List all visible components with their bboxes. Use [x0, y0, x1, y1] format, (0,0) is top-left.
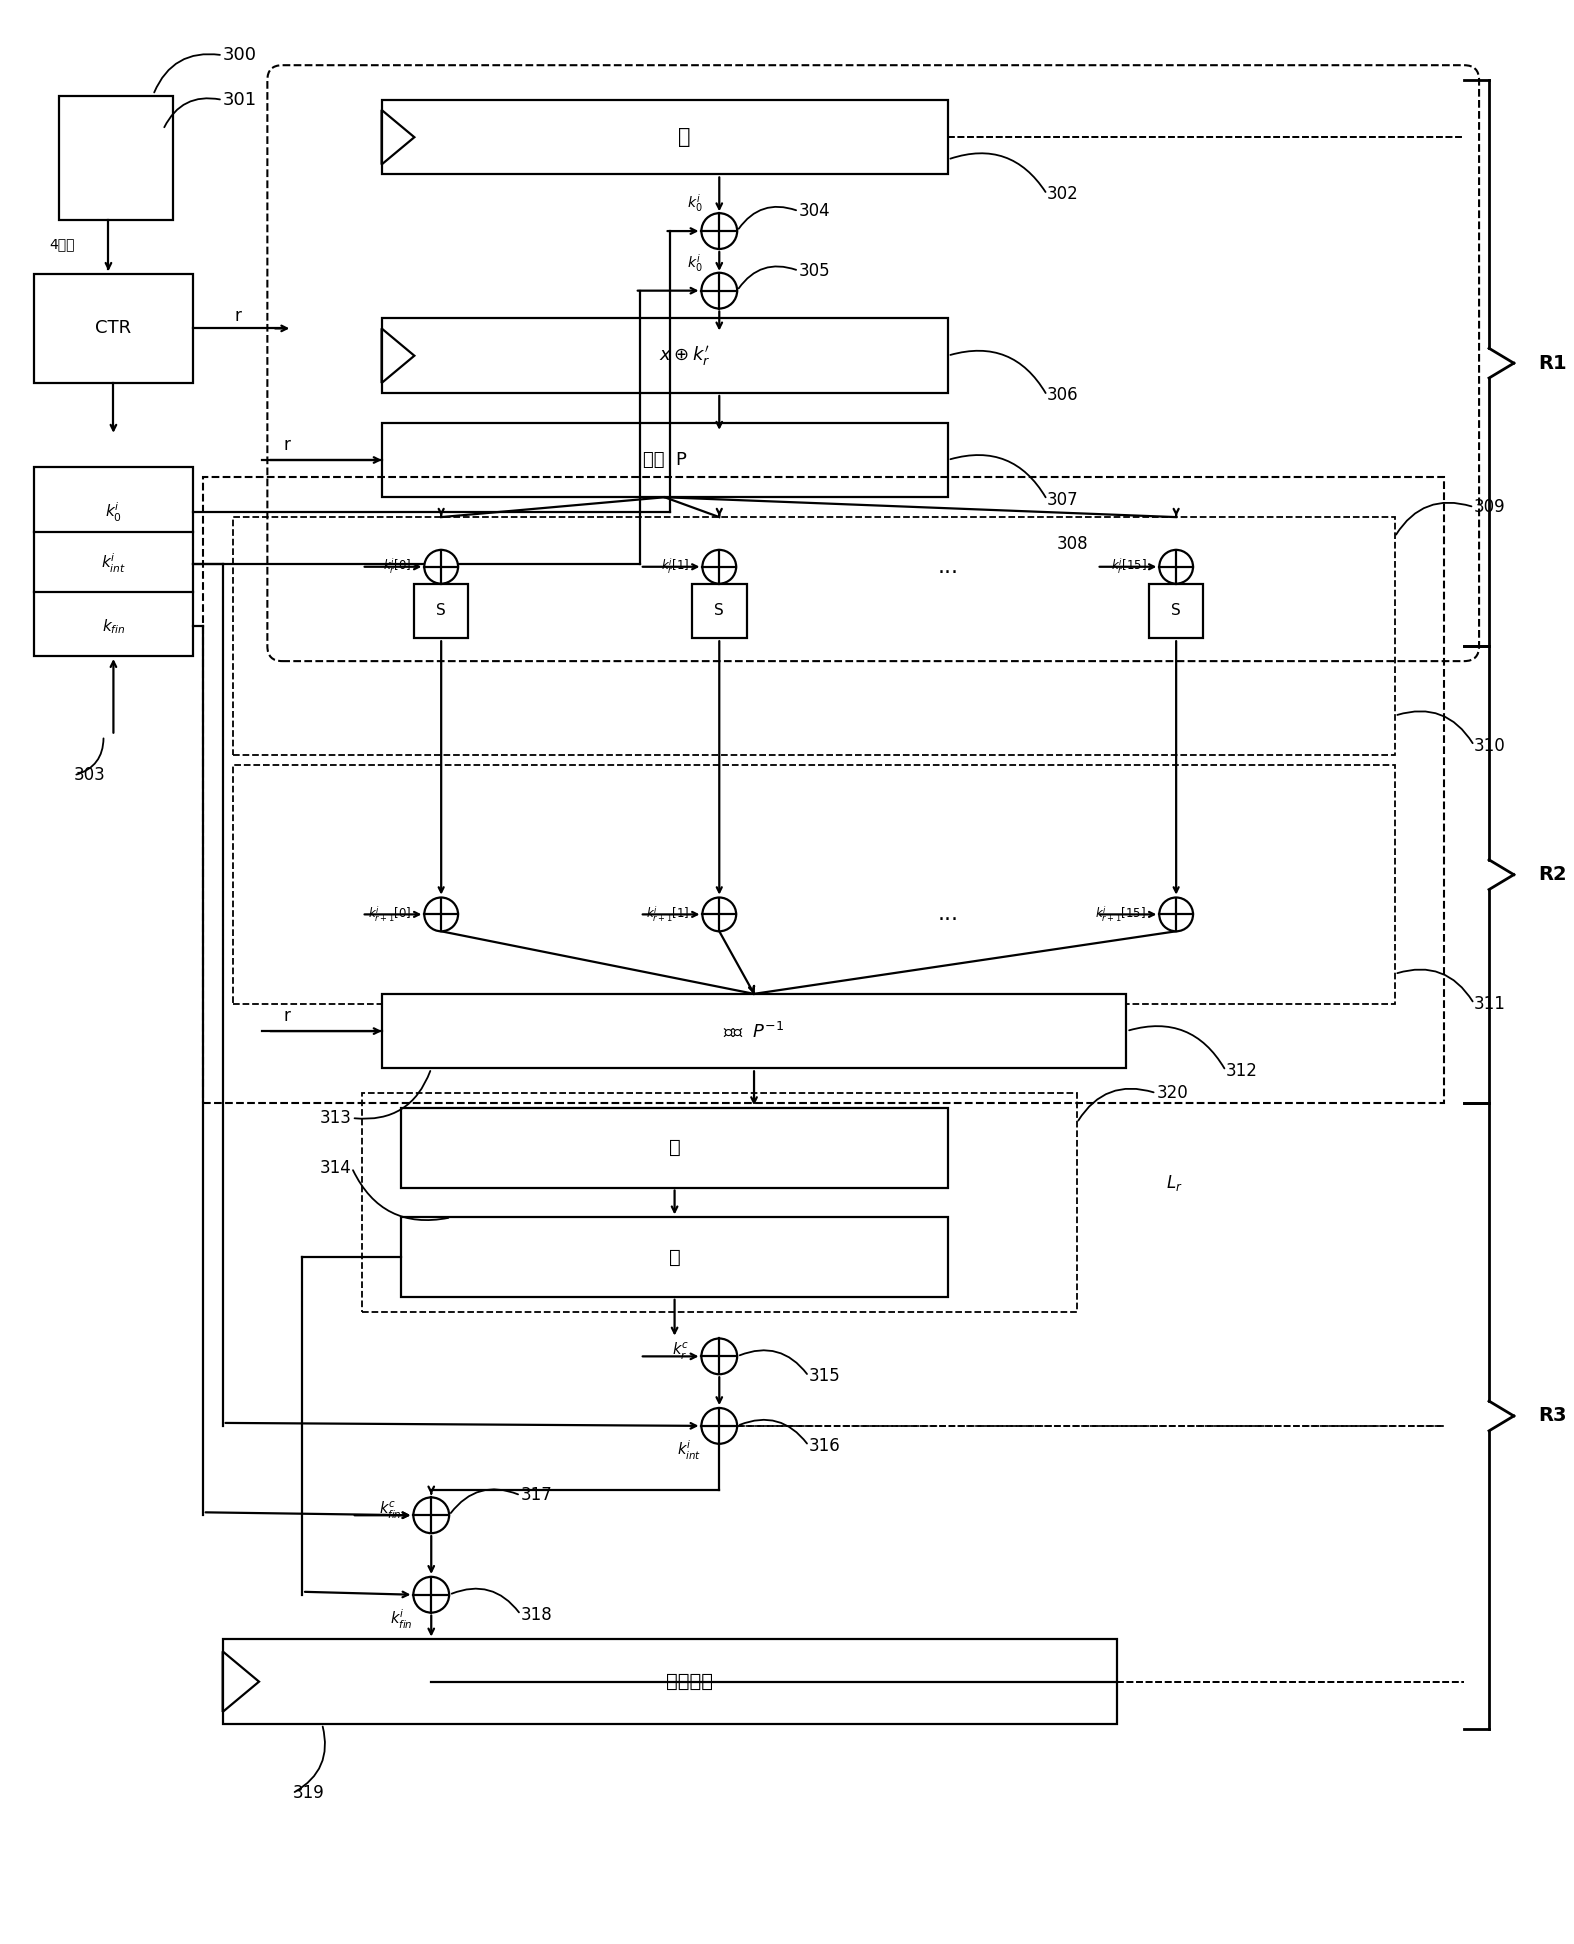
Text: 305: 305	[798, 262, 831, 280]
Text: 4比特: 4比特	[49, 237, 74, 251]
Text: 319: 319	[293, 1785, 324, 1802]
Text: R3: R3	[1539, 1406, 1568, 1425]
Text: 318: 318	[521, 1606, 552, 1623]
Circle shape	[1160, 550, 1193, 583]
Text: R2: R2	[1539, 865, 1568, 885]
Text: 315: 315	[809, 1367, 841, 1386]
Bar	[381, 319, 948, 393]
Text: 排列  $P^{-1}$: 排列 $P^{-1}$	[724, 1021, 785, 1040]
Bar	[1149, 583, 1204, 638]
Text: r: r	[283, 435, 291, 455]
Bar	[233, 517, 1395, 756]
Text: $x\oplus k^{\prime}_r$: $x\oplus k^{\prime}_r$	[660, 344, 710, 367]
Bar	[233, 766, 1395, 1003]
Bar	[401, 1217, 948, 1297]
Text: r: r	[283, 1007, 291, 1024]
Text: 308: 308	[1058, 535, 1089, 554]
Text: 306: 306	[1047, 387, 1078, 404]
Text: 309: 309	[1475, 498, 1506, 517]
Text: 310: 310	[1475, 737, 1506, 754]
Text: $k^i_{r+1}[0]$: $k^i_{r+1}[0]$	[368, 904, 411, 923]
Text: $k^i_{r+1}[15]$: $k^i_{r+1}[15]$	[1096, 904, 1146, 923]
Bar	[58, 95, 173, 220]
Text: 加密的字: 加密的字	[666, 1672, 713, 1691]
Text: $k^i_0$: $k^i_0$	[105, 500, 121, 523]
Bar	[381, 993, 1127, 1069]
Text: 314: 314	[320, 1159, 351, 1176]
Circle shape	[1160, 898, 1193, 931]
Text: 列: 列	[669, 1248, 680, 1267]
Text: ...: ...	[937, 556, 959, 577]
Bar	[381, 99, 948, 175]
Text: 304: 304	[798, 202, 831, 220]
Text: $k^i_0$: $k^i_0$	[686, 192, 702, 214]
Circle shape	[414, 1497, 449, 1534]
Text: $k^c_{fin}$: $k^c_{fin}$	[379, 1499, 401, 1520]
Text: R1: R1	[1539, 354, 1568, 373]
Text: 316: 316	[809, 1437, 841, 1454]
Bar	[414, 583, 469, 638]
Bar	[222, 1639, 1116, 1724]
Text: $k_{fin}$: $k_{fin}$	[102, 616, 126, 636]
Circle shape	[425, 550, 458, 583]
Circle shape	[425, 898, 458, 931]
Text: $k^i_r[0]$: $k^i_r[0]$	[382, 558, 411, 577]
Text: $k^i_r[1]$: $k^i_r[1]$	[661, 558, 689, 577]
Text: ...: ...	[937, 904, 959, 925]
Text: 301: 301	[222, 91, 257, 109]
Text: 字: 字	[678, 126, 691, 148]
Text: 302: 302	[1047, 185, 1078, 204]
Bar	[35, 274, 194, 383]
Bar	[362, 1093, 1077, 1312]
Text: 排列  P: 排列 P	[642, 451, 686, 469]
Circle shape	[414, 1577, 449, 1614]
Text: $k^c_r$: $k^c_r$	[672, 1341, 689, 1363]
Bar	[35, 467, 194, 657]
Text: $k^i_{int}$: $k^i_{int}$	[101, 552, 126, 575]
Text: $k^i_{r+1}[1]$: $k^i_{r+1}[1]$	[645, 904, 689, 923]
Text: $k^i_r[15]$: $k^i_r[15]$	[1111, 558, 1146, 577]
Text: 311: 311	[1475, 995, 1506, 1013]
Text: $k^i_0$: $k^i_0$	[686, 253, 702, 274]
Text: 320: 320	[1157, 1085, 1188, 1102]
Circle shape	[702, 214, 737, 249]
Text: 行: 行	[669, 1139, 680, 1157]
Text: r: r	[235, 307, 241, 325]
Circle shape	[702, 1339, 737, 1374]
Circle shape	[702, 550, 737, 583]
Circle shape	[702, 898, 737, 931]
Bar	[693, 583, 746, 638]
Text: CTR: CTR	[96, 319, 132, 338]
Text: S: S	[436, 603, 445, 618]
Bar	[381, 422, 948, 498]
Text: 300: 300	[222, 47, 257, 64]
Circle shape	[702, 272, 737, 309]
Text: $L_r$: $L_r$	[1166, 1172, 1182, 1192]
Bar	[401, 1108, 948, 1188]
Text: S: S	[1171, 603, 1180, 618]
Text: 303: 303	[74, 766, 105, 783]
Text: 307: 307	[1047, 490, 1078, 509]
Bar	[203, 478, 1445, 1102]
Text: $k^i_{int}$: $k^i_{int}$	[677, 1439, 702, 1462]
Text: $k^i_{fin}$: $k^i_{fin}$	[390, 1608, 412, 1631]
Circle shape	[702, 1407, 737, 1444]
Text: 312: 312	[1226, 1061, 1258, 1079]
Text: 317: 317	[521, 1487, 552, 1505]
Text: 313: 313	[320, 1108, 351, 1128]
Text: S: S	[715, 603, 724, 618]
